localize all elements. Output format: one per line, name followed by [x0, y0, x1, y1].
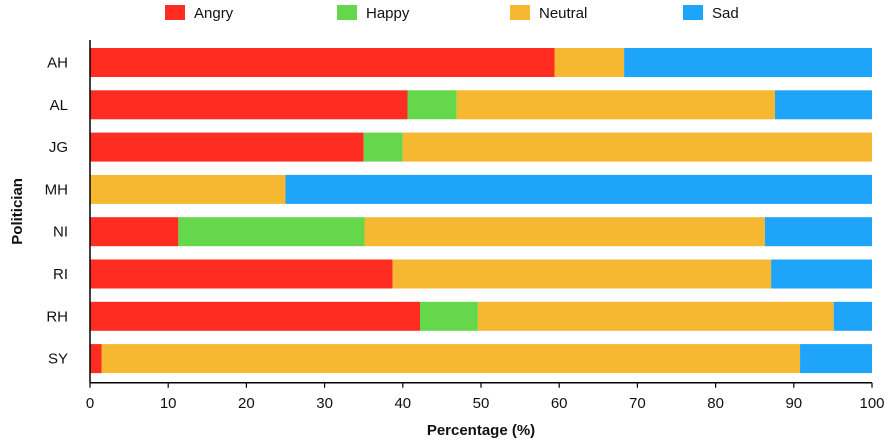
bar-rh-happy [420, 301, 478, 331]
y-axis-title: Politician [9, 178, 26, 245]
x-tick-label-70: 70 [629, 395, 646, 412]
legend-label-neutral: Neutral [539, 5, 587, 22]
bar-jg-neutral [402, 132, 872, 162]
x-tick-label-50: 50 [473, 395, 490, 412]
y-tick-label-ah: AH [47, 55, 68, 72]
bar-ni-neutral [364, 217, 765, 247]
legend-swatch-angry [165, 5, 185, 20]
bar-sy-sad [800, 344, 872, 374]
y-tick-label-jg: JG [49, 139, 68, 156]
y-tick-label-rh: RH [46, 308, 68, 325]
x-tick-label-90: 90 [785, 395, 802, 412]
x-tick-label-20: 20 [238, 395, 255, 412]
x-tick-label-80: 80 [707, 395, 724, 412]
bar-sy-angry [90, 344, 102, 374]
bar-al-angry [90, 90, 408, 120]
x-tick-label-100: 100 [859, 395, 884, 412]
bar-ri-neutral [392, 259, 772, 289]
bar-mh-sad [285, 174, 872, 204]
bar-ah-neutral [554, 48, 625, 77]
bar-ri-angry [90, 259, 393, 289]
bar-ni-sad [764, 217, 872, 247]
bar-mh-neutral [90, 174, 286, 204]
bars [90, 48, 872, 374]
legend-swatch-happy [337, 5, 357, 20]
bar-sy-neutral [101, 344, 801, 374]
bar-rh-sad [833, 301, 872, 331]
legend-label-angry: Angry [194, 5, 234, 22]
bar-al-neutral [456, 90, 776, 120]
x-tick-label-60: 60 [551, 395, 568, 412]
y-tick-label-mh: MH [45, 181, 68, 198]
x-tick-label-0: 0 [86, 395, 94, 412]
x-tick-label-30: 30 [316, 395, 333, 412]
bar-al-sad [775, 90, 872, 120]
y-tick-label-ri: RI [53, 266, 68, 283]
x-tick-label-10: 10 [160, 395, 177, 412]
legend-swatch-neutral [510, 5, 530, 20]
legend-label-sad: Sad [712, 5, 739, 22]
bar-ah-sad [624, 48, 872, 77]
bar-ni-happy [178, 217, 365, 247]
bar-ri-sad [771, 259, 872, 289]
bar-rh-neutral [477, 301, 834, 331]
legend-label-happy: Happy [366, 5, 410, 22]
x-tick-label-40: 40 [394, 395, 411, 412]
bar-jg-angry [90, 132, 364, 162]
bar-ah-angry [90, 48, 555, 77]
legend-swatch-sad [683, 5, 703, 20]
bar-ni-angry [90, 217, 179, 247]
y-tick-label-sy: SY [48, 351, 68, 368]
x-tick-labels: 0 10 20 30 40 50 60 70 80 90 100 [86, 382, 885, 412]
y-tick-labels: AH AL JG MH NI RI RH SY [45, 55, 68, 368]
x-axis-title: Percentage (%) [427, 422, 535, 439]
bar-jg-happy [363, 132, 403, 162]
bar-rh-angry [90, 301, 421, 331]
legend: Angry Happy Neutral Sad [165, 5, 739, 22]
bar-al-happy [407, 90, 457, 120]
y-tick-label-ni: NI [53, 224, 68, 241]
y-tick-label-al: AL [50, 97, 68, 114]
